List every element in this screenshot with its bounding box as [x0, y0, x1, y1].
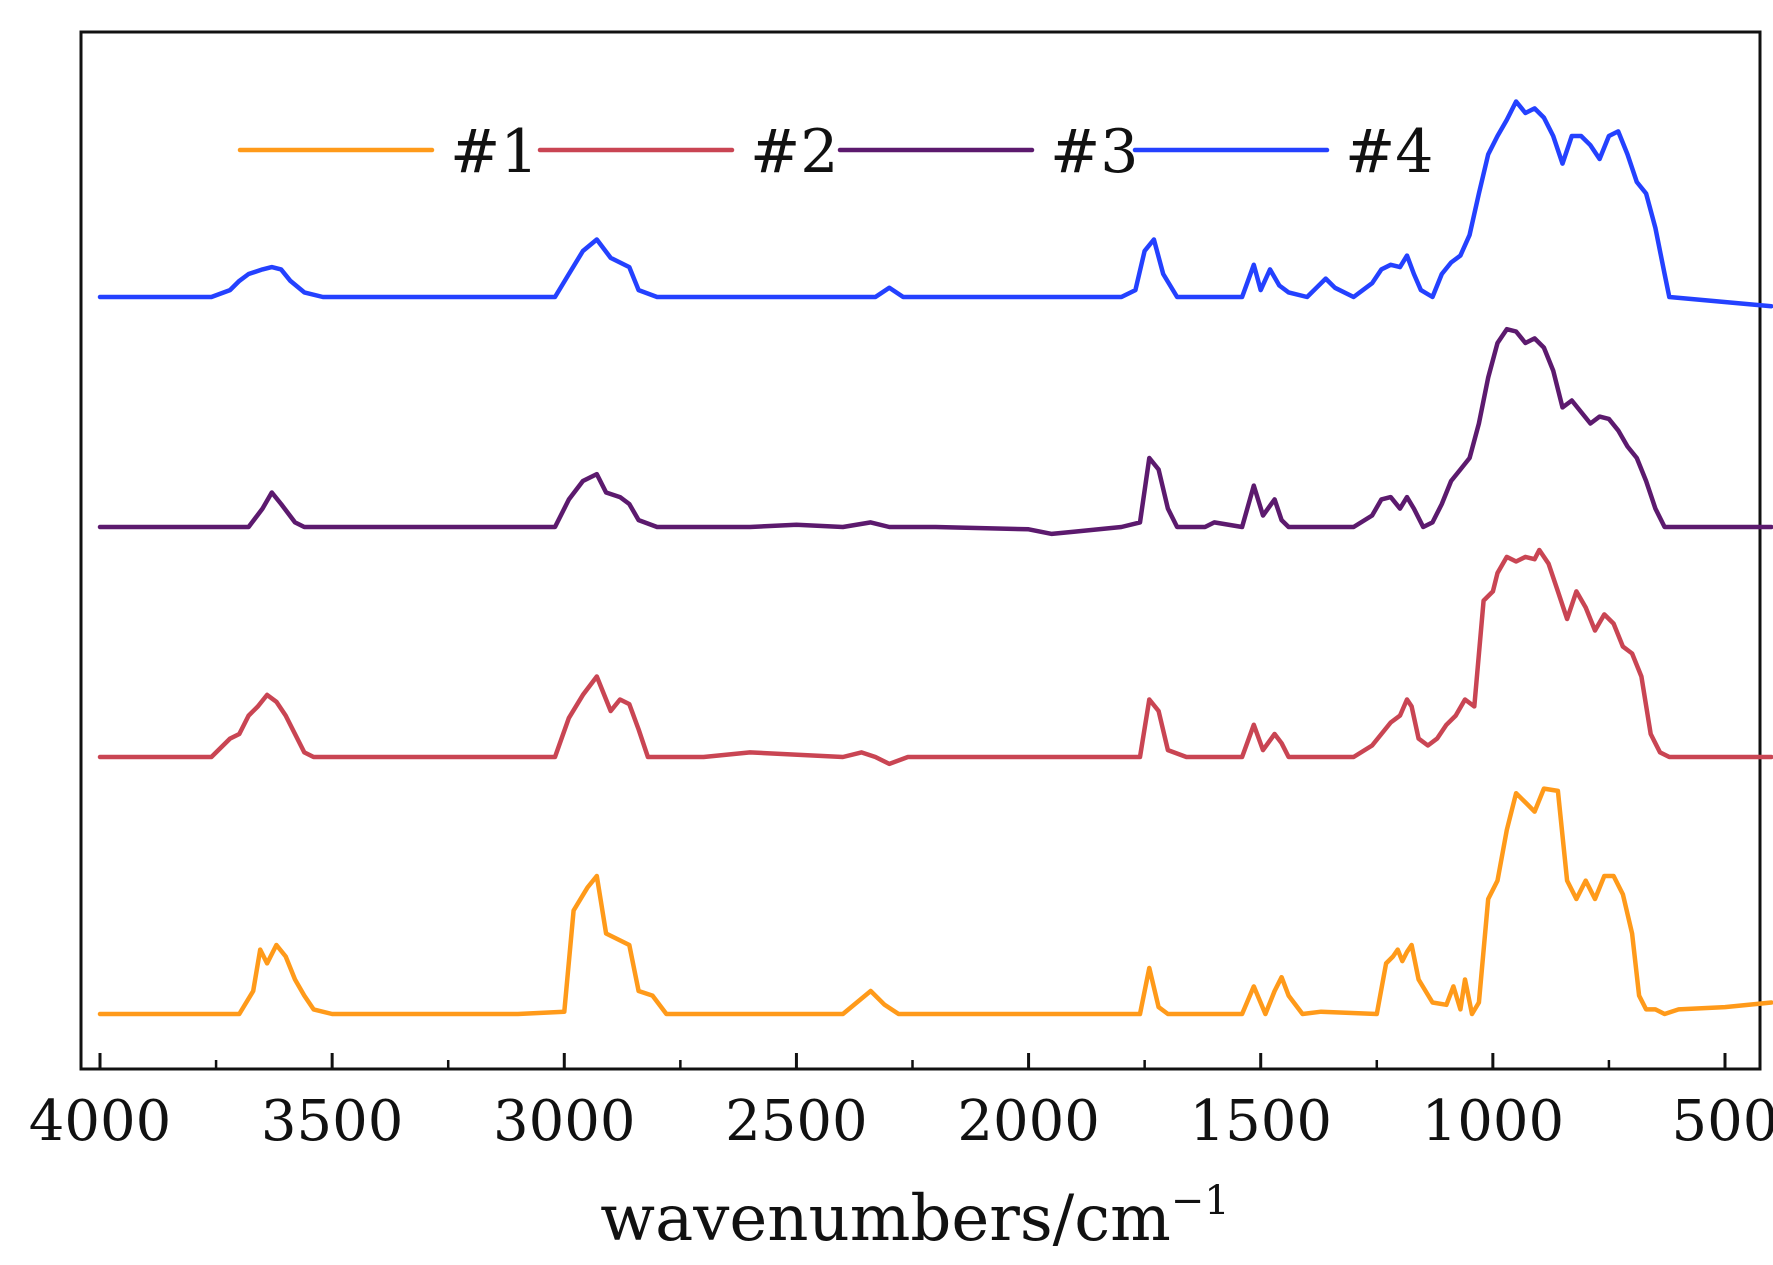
series-line-2	[97, 547, 1773, 767]
x-tick-label: 500	[1672, 1089, 1773, 1154]
x-tick-label: 2000	[957, 1089, 1100, 1154]
series-line-3	[97, 326, 1773, 537]
legend-label-3: #3	[1050, 117, 1138, 187]
x-tick-label: 3500	[261, 1089, 404, 1154]
x-tick-label: 4000	[29, 1089, 172, 1154]
x-tick-label: 3000	[493, 1089, 636, 1154]
series-layer	[97, 99, 1773, 1017]
legend-label-4: #4	[1345, 117, 1433, 187]
x-ticks: 4000 3500 3000 2500 2000 1500 1000 500	[29, 1053, 1773, 1154]
x-tick-label: 2500	[725, 1089, 868, 1154]
x-axis-label-superscript: −1	[1171, 1178, 1230, 1224]
legend-label-2: #2	[750, 117, 838, 187]
legend: #1 #2 #3 #4	[237, 117, 1433, 187]
series-line-1	[97, 786, 1773, 1017]
x-axis-label: wavenumbers/cm−1	[600, 1178, 1229, 1256]
x-axis-label-text: wavenumbers/cm	[600, 1182, 1170, 1256]
series-line-4	[97, 99, 1773, 309]
x-tick-label: 1000	[1422, 1089, 1565, 1154]
plot-frame	[79, 30, 1762, 1071]
legend-label-1: #1	[450, 117, 538, 187]
x-tick-label: 1500	[1189, 1089, 1332, 1154]
